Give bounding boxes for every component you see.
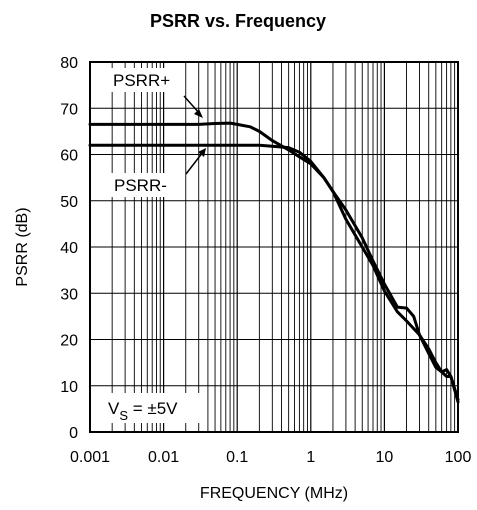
grid-layer: [90, 62, 458, 432]
x-tick-label-2: 0.1: [226, 449, 248, 466]
series-line-psrr-minus: [88, 143, 460, 404]
y-tick-labels: 0 10 20 30 40 50 60 70 80: [60, 55, 78, 442]
vs-label-rest: = ±5V: [128, 399, 178, 418]
psrr-minus-label: PSRR-: [114, 176, 167, 195]
y-tick-label-2: 20: [60, 333, 78, 350]
y-tick-label-8: 80: [60, 55, 78, 72]
series-line-psrr-plus: [88, 121, 460, 402]
vs-label: VS = ±5V: [108, 399, 178, 423]
psrr-minus-pointer-head: [198, 148, 206, 157]
x-tick-labels: 0.001 0.01 0.1 1 10 100: [70, 449, 471, 466]
y-tick-label-6: 60: [60, 148, 78, 165]
y-axis-label: PSRR (dB): [14, 207, 31, 286]
y-tick-label-1: 10: [60, 379, 78, 396]
x-tick-label-0: 0.001: [70, 449, 110, 466]
psrr-minus-pointer: [185, 151, 204, 175]
x-tick-label-4: 10: [376, 449, 394, 466]
x-tick-label-3: 1: [306, 449, 315, 466]
annotation-layer: PSRR+ PSRR- VS = ±5V: [100, 68, 206, 423]
vs-label-main: V: [108, 399, 120, 418]
y-tick-label-7: 70: [60, 101, 78, 118]
series-layer: [88, 121, 460, 404]
y-tick-label-3: 30: [60, 286, 78, 303]
psrr-plus-label-bg: [108, 68, 180, 92]
plot-frame: [89, 61, 459, 433]
x-tick-label-5: 100: [445, 449, 472, 466]
psrr-plus-label: PSRR+: [113, 71, 170, 90]
chart-title: PSRR vs. Frequency: [150, 11, 326, 31]
y-tick-label-0: 0: [69, 425, 78, 442]
psrr-plus-pointer-head: [194, 109, 203, 118]
y-tick-label-4: 40: [60, 240, 78, 257]
y-tick-label-5: 50: [60, 194, 78, 211]
x-tick-label-1: 0.01: [148, 449, 179, 466]
vs-label-sub: S: [119, 408, 128, 423]
x-axis-label: FREQUENCY (MHz): [200, 485, 348, 502]
psrr-minus-label-bg: [108, 173, 178, 197]
vs-label-bg: [100, 393, 204, 423]
